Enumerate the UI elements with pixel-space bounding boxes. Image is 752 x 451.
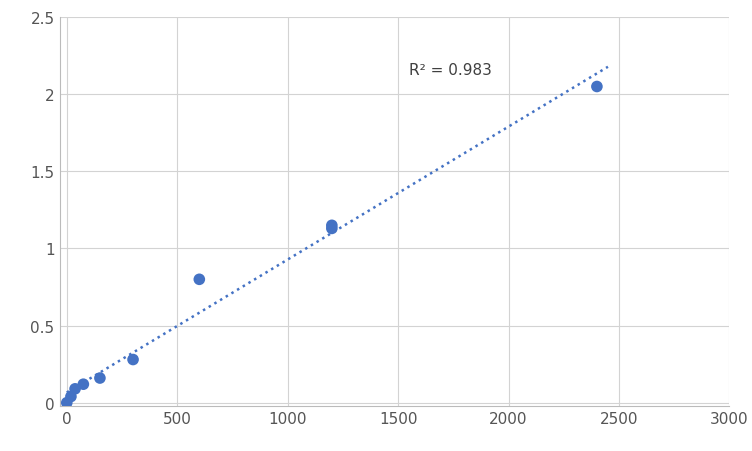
Point [326,222,338,230]
Point [591,84,603,91]
Point [127,356,139,364]
Point [65,393,77,400]
Point [326,226,338,233]
Point [94,375,106,382]
Point [69,385,81,392]
Point [61,399,73,406]
Point [77,381,89,388]
Text: R² = 0.983: R² = 0.983 [409,63,492,78]
Point [193,276,205,283]
